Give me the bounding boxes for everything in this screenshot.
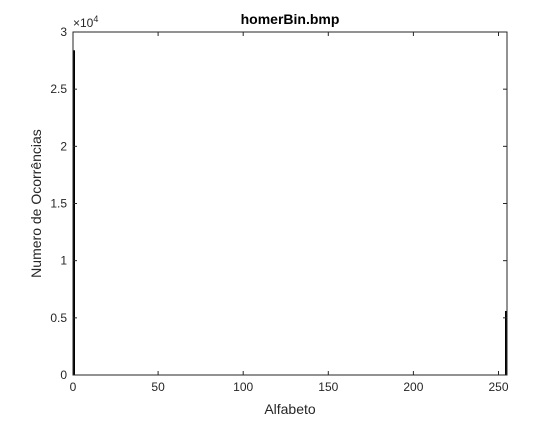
y-ticks: 0 0.5 1 1.5 2 2.5 3 [50,25,507,382]
y-axis-exponent-base: ×10 [73,16,94,30]
y-tick-label: 3 [60,25,67,39]
bars-layer [73,50,507,375]
y-tick-label: 1.5 [50,197,67,211]
histogram-bar-0 [73,50,75,375]
x-axis-label: Alfabeto [264,401,316,417]
y-tick-label: 1 [60,254,67,268]
histogram-bar-255 [505,310,507,375]
x-tick-label: 250 [488,380,508,394]
y-axis-label: Numero de Ocorrências [28,129,44,278]
y-tick-label: 0.5 [50,311,67,325]
y-tick-label: 0 [60,368,67,382]
x-tick-label: 50 [151,380,165,394]
chart-title: homerBin.bmp [241,11,340,27]
x-tick-label: 200 [403,380,423,394]
x-tick-label: 100 [233,380,253,394]
axes-box [72,31,508,376]
y-tick-label: 2.5 [50,82,67,96]
x-tick-label: 150 [318,380,338,394]
x-tick-label: 0 [70,380,77,394]
y-axis-exponent-power: 4 [93,14,98,24]
y-axis-exponent: ×104 [73,14,98,30]
y-tick-label: 2 [60,139,67,153]
x-ticks: 0 50 100 150 200 250 [70,32,509,394]
